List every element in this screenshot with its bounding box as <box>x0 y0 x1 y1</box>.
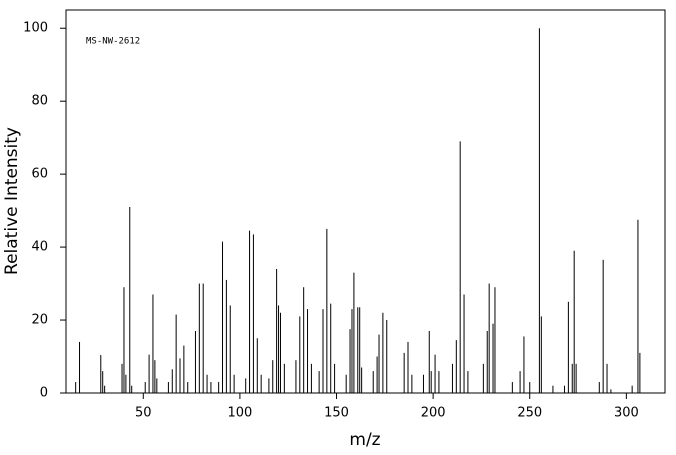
x-tick-label: 150 <box>324 406 349 421</box>
y-tick-label: 0 <box>40 386 48 401</box>
x-tick-label: 200 <box>421 406 446 421</box>
x-tick-label: 100 <box>227 406 252 421</box>
x-tick-label: 250 <box>517 406 542 421</box>
x-axis-title: m/z <box>349 430 380 450</box>
annotation: MS-NW-2612 <box>86 37 140 47</box>
y-tick-label: 100 <box>23 21 48 36</box>
x-tick-label: 300 <box>614 406 639 421</box>
y-tick-label: 40 <box>31 240 48 255</box>
y-axis-title: Relative Intensity <box>2 127 22 275</box>
y-tick-label: 80 <box>31 94 48 109</box>
plot-frame <box>65 9 666 394</box>
x-tick-label: 50 <box>135 406 152 421</box>
y-tick-label: 20 <box>31 313 48 328</box>
y-tick-label: 60 <box>31 167 48 182</box>
